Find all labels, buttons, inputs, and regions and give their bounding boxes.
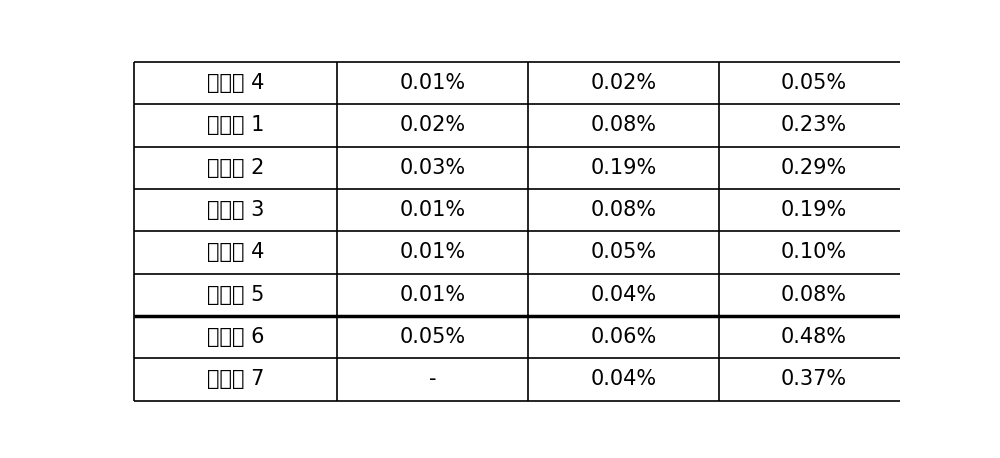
Text: 0.37%: 0.37% — [781, 370, 847, 389]
Text: 0.06%: 0.06% — [590, 327, 656, 347]
Text: 0.02%: 0.02% — [590, 73, 656, 93]
Text: 0.48%: 0.48% — [781, 327, 847, 347]
Text: 0.03%: 0.03% — [400, 158, 466, 178]
Text: 0.10%: 0.10% — [781, 242, 847, 262]
Text: 对比例 5: 对比例 5 — [207, 285, 265, 305]
Text: 0.04%: 0.04% — [590, 285, 656, 305]
Text: 0.05%: 0.05% — [400, 327, 466, 347]
Text: 0.01%: 0.01% — [400, 73, 466, 93]
Text: 0.05%: 0.05% — [781, 73, 847, 93]
Text: 0.01%: 0.01% — [400, 242, 466, 262]
Text: 0.08%: 0.08% — [590, 115, 656, 136]
Text: 0.01%: 0.01% — [400, 200, 466, 220]
Text: 0.02%: 0.02% — [400, 115, 466, 136]
Text: 0.19%: 0.19% — [781, 200, 847, 220]
Text: -: - — [429, 370, 436, 389]
Text: 对比例 1: 对比例 1 — [207, 115, 265, 136]
Text: 0.01%: 0.01% — [400, 285, 466, 305]
Text: 对比例 7: 对比例 7 — [207, 370, 265, 389]
Text: 对比例 4: 对比例 4 — [207, 242, 265, 262]
Text: 对比例 6: 对比例 6 — [207, 327, 265, 347]
Text: 0.04%: 0.04% — [590, 370, 656, 389]
Text: 0.08%: 0.08% — [781, 285, 847, 305]
Text: 0.08%: 0.08% — [590, 200, 656, 220]
Text: 0.23%: 0.23% — [781, 115, 847, 136]
Text: 0.19%: 0.19% — [590, 158, 656, 178]
Text: 0.29%: 0.29% — [781, 158, 847, 178]
Text: 对比例 2: 对比例 2 — [207, 158, 265, 178]
Text: 0.05%: 0.05% — [590, 242, 656, 262]
Text: 实施例 4: 实施例 4 — [207, 73, 265, 93]
Text: 对比例 3: 对比例 3 — [207, 200, 265, 220]
